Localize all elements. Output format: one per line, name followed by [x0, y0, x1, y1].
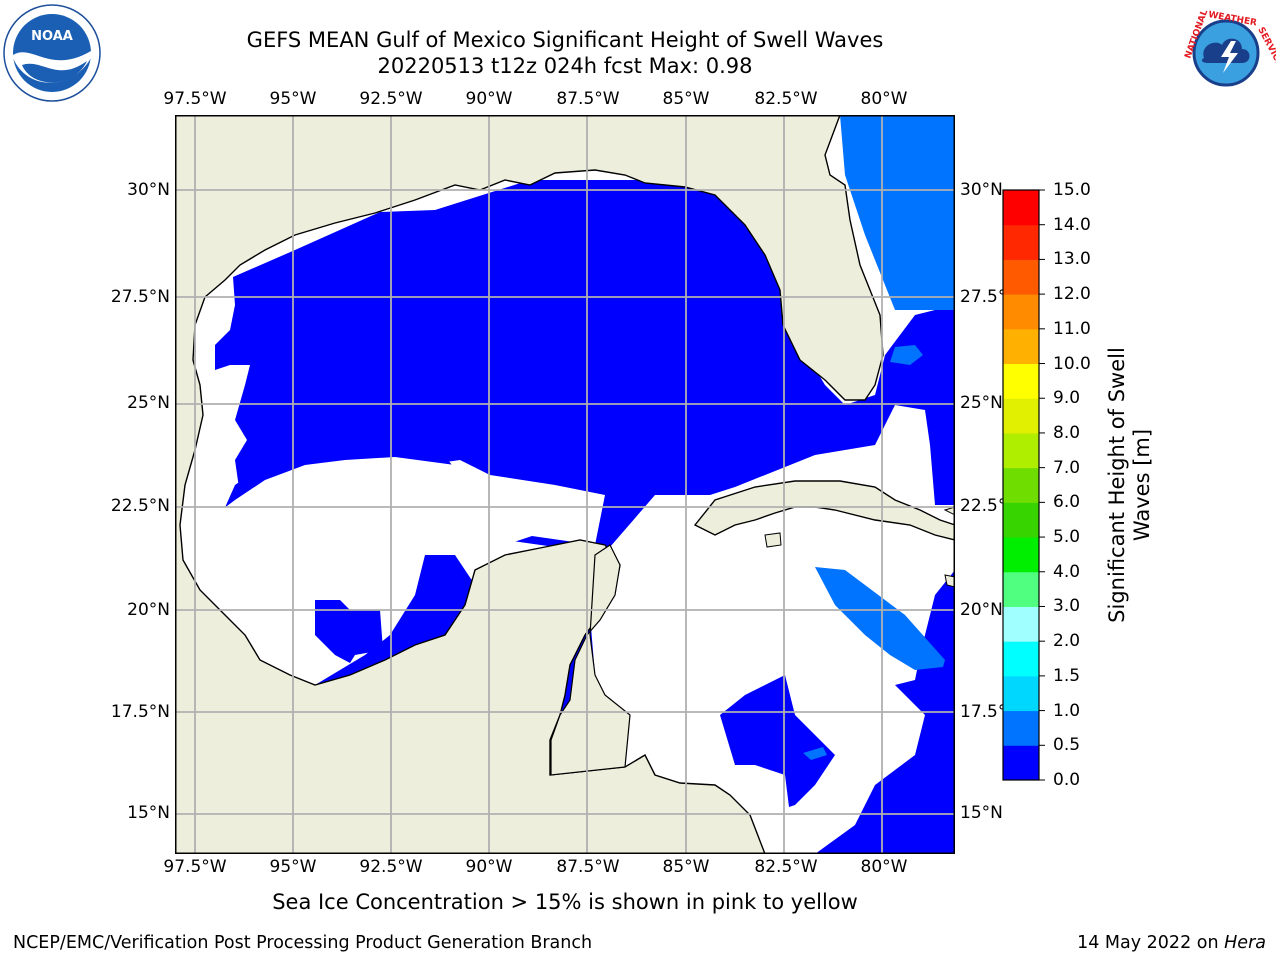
swell-patch-small-2 [803, 747, 827, 760]
svg-text:NOAA: NOAA [31, 29, 73, 44]
swell-field-mid-atlantic [840, 115, 955, 310]
lon-label-bottom: 97.5°W [163, 857, 227, 877]
lat-label-left: 25°N [127, 393, 170, 413]
lon-label-bottom: 95°W [269, 857, 317, 877]
colorbar-segment [1003, 641, 1039, 677]
swell-field-mid-caribbean [815, 567, 945, 670]
colorbar-segment [1003, 710, 1039, 746]
lon-label-top: 90°W [465, 89, 513, 109]
lat-label-left: 30°N [127, 180, 170, 200]
colorbar [1002, 189, 1045, 781]
colorbar-tick-label: 10.0 [1053, 353, 1091, 374]
colorbar-tick-label: 1.0 [1053, 700, 1081, 721]
land-cuba [693, 480, 955, 541]
colorbar-segment [1003, 745, 1039, 781]
sea-ice-note: Sea Ice Concentration > 15% is shown in … [272, 890, 858, 914]
colorbar-label-line1: Significant Height of Swell [1105, 347, 1129, 623]
lat-label-left: 27.5°N [110, 287, 170, 307]
lat-label-right: 25°N [960, 393, 1003, 413]
swell-patch-small-1 [890, 345, 923, 365]
swell-patch-bay-of-campeche [315, 600, 383, 663]
colorbar-segment [1003, 363, 1039, 399]
lon-label-top: 95°W [269, 89, 317, 109]
nws-logo-icon: NATIONAL WEATHER SERVICE [1179, 6, 1276, 100]
colorbar-segment [1003, 328, 1039, 365]
colorbar-segment [1003, 675, 1039, 712]
colorbar-tick-label: 1.5 [1053, 665, 1081, 686]
graticule [175, 115, 955, 854]
gulf-of-mexico-map [175, 115, 955, 854]
footer-credit: NCEP/EMC/Verification Post Processing Pr… [13, 933, 593, 953]
lon-label-bottom: 92.5°W [359, 857, 423, 877]
lon-label-bottom: 80°W [860, 857, 908, 877]
land-north-america [175, 115, 884, 854]
footer-host: Hera [1224, 933, 1266, 953]
colorbar-segment [1003, 259, 1039, 295]
lat-label-left: 20°N [127, 600, 170, 620]
colorbar-tick-label: 9.0 [1053, 388, 1081, 409]
colorbar-segment [1003, 432, 1039, 469]
footer-date-text: 14 May 2022 on [1077, 933, 1225, 953]
colorbar-tick-label: 14.0 [1053, 214, 1091, 235]
colorbar-tick-label: 13.0 [1053, 249, 1091, 270]
colorbar-label: Significant Height of Swell Waves [m] [1105, 275, 1155, 695]
map-subtitle: 20220513 t12z 024h fcst Max: 0.98 [377, 54, 753, 78]
colorbar-tick-label: 2.0 [1053, 631, 1081, 652]
map-frame [175, 115, 955, 854]
colorbar-tick-label: 6.0 [1053, 492, 1081, 513]
lon-label-top: 97.5°W [163, 89, 227, 109]
no-data-west [175, 457, 555, 690]
colorbar-tick-label: 15.0 [1053, 180, 1091, 200]
lat-label-right: 15°N [960, 803, 1003, 823]
colorbar-frame [1002, 189, 1040, 781]
footer-date: 14 May 2022 on Hera [1077, 933, 1266, 953]
colorbar-tick-label: 5.0 [1053, 527, 1081, 548]
colorbar-segment [1003, 467, 1039, 503]
colorbar-tick-label: 0.5 [1053, 735, 1081, 756]
land-isla-juventud [764, 532, 782, 548]
lat-label-right: 20°N [960, 600, 1003, 620]
colorbar-tick-label: 12.0 [1053, 284, 1091, 305]
colorbar-tick-label: 0.0 [1053, 770, 1081, 790]
colorbar-segment [1003, 190, 1039, 226]
lat-label-right: 30°N [960, 180, 1003, 200]
lon-label-top: 82.5°W [754, 89, 818, 109]
land-bahamas-1 [943, 506, 955, 516]
land-jamaica [944, 574, 955, 588]
lon-label-top: 80°W [860, 89, 908, 109]
no-data-caribbean [765, 635, 925, 854]
noaa-logo-icon: NOAA [3, 4, 101, 102]
lon-label-top: 87.5°W [556, 89, 620, 109]
colorbar-label-line2: Waves [m] [1130, 428, 1154, 542]
lon-label-bottom: 90°W [465, 857, 513, 877]
colorbar-segment [1003, 224, 1039, 260]
colorbar-segment [1003, 398, 1039, 434]
colorbar-segment [1003, 294, 1039, 330]
colorbar-segment [1003, 537, 1039, 573]
lon-label-top: 92.5°W [359, 89, 423, 109]
lon-label-bottom: 82.5°W [754, 857, 818, 877]
lat-label-left: 17.5°N [110, 702, 170, 722]
colorbar-segment [1003, 606, 1039, 642]
colorbar-tick-label: 11.0 [1053, 318, 1091, 339]
lat-label-left: 22.5°N [110, 496, 170, 516]
lon-label-top: 85°W [662, 89, 710, 109]
lon-label-bottom: 85°W [662, 857, 710, 877]
colorbar-tick-label: 7.0 [1053, 457, 1081, 478]
colorbar-segment [1003, 571, 1039, 607]
colorbar-tick-label: 4.0 [1053, 561, 1081, 582]
land-yucatan-east [550, 544, 631, 776]
colorbar-segment [1003, 502, 1039, 538]
map-title: GEFS MEAN Gulf of Mexico Significant Hei… [246, 28, 884, 52]
lat-label-left: 15°N [127, 803, 170, 823]
colorbar-tick-label: 3.0 [1053, 596, 1081, 617]
colorbar-tick-label: 8.0 [1053, 422, 1081, 443]
lon-label-bottom: 87.5°W [556, 857, 620, 877]
